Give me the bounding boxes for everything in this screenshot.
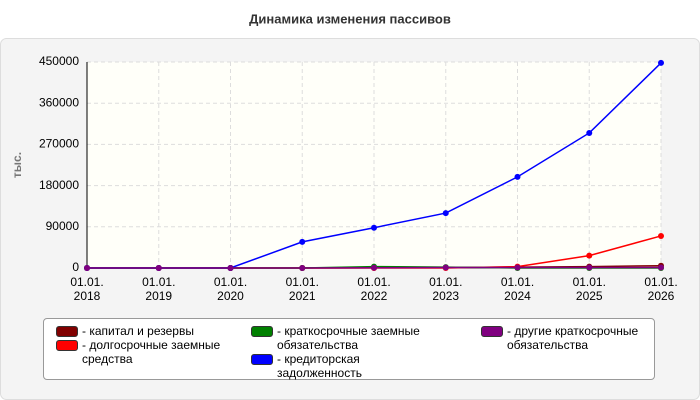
legend-label: кредиторская задолженность — [277, 352, 427, 380]
x-tick-label: 01.01. 2024 — [501, 275, 534, 303]
point — [84, 265, 90, 271]
legend-swatch — [251, 326, 273, 337]
legend-item: кредиторская задолженность — [251, 352, 481, 380]
y-tick-label: 90000 — [46, 219, 80, 233]
x-tick-label: 01.01. 2018 — [70, 275, 103, 303]
y-axis-label: тыс. — [10, 152, 24, 178]
point — [442, 210, 449, 217]
point — [299, 238, 306, 245]
legend-item: краткосрочные заемные обязательства — [251, 324, 481, 352]
legend-swatch — [56, 340, 78, 351]
point — [658, 59, 664, 66]
point — [514, 173, 521, 180]
legend-label: краткосрочные заемные обязательства — [277, 324, 427, 352]
y-tick-label: 180000 — [39, 178, 79, 192]
legend-item: долгосрочные заемные средства — [56, 338, 251, 366]
x-tick-label: 01.01. 2021 — [286, 275, 319, 303]
y-tick-label: 0 — [72, 260, 79, 274]
x-tick-label: 01.01. 2026 — [644, 275, 677, 303]
legend: капитал и резервыдолгосрочные заемные ср… — [43, 318, 655, 380]
y-tick-label: 450000 — [39, 54, 79, 68]
x-tick-label: 01.01. 2023 — [429, 275, 462, 303]
legend-label: другие краткосрочные обязательства — [507, 324, 651, 352]
point — [371, 224, 377, 231]
legend-swatch — [56, 326, 78, 337]
y-tick-label: 360000 — [39, 95, 79, 109]
point — [371, 264, 377, 271]
point — [299, 265, 306, 271]
legend-swatch — [481, 326, 503, 337]
point — [658, 264, 664, 271]
legend-swatch — [251, 354, 273, 365]
x-tick-label: 01.01. 2020 — [214, 275, 247, 303]
legend-column: капитал и резервыдолгосрочные заемные ср… — [56, 324, 251, 379]
point — [227, 265, 234, 271]
legend-column: другие краткосрочные обязательства — [481, 324, 651, 379]
legend-column: краткосрочные заемные обязательствакреди… — [251, 324, 481, 380]
legend-label: долгосрочные заемные средства — [82, 338, 232, 366]
legend-label: капитал и резервы — [82, 324, 232, 338]
point — [155, 265, 162, 271]
y-tick-label: 270000 — [39, 137, 79, 151]
x-tick-label: 01.01. 2022 — [357, 275, 390, 303]
point — [586, 264, 593, 271]
point — [442, 264, 449, 271]
x-tick-label: 01.01. 2025 — [573, 275, 606, 303]
x-tick-label: 01.01. 2019 — [142, 275, 175, 303]
point — [586, 129, 593, 136]
point — [514, 264, 521, 271]
point — [658, 232, 664, 239]
chart-title: Динамика изменения пассивов — [249, 11, 451, 26]
legend-item: капитал и резервы — [56, 324, 251, 338]
legend-item: другие краткосрочные обязательства — [481, 324, 651, 352]
point — [586, 252, 593, 259]
